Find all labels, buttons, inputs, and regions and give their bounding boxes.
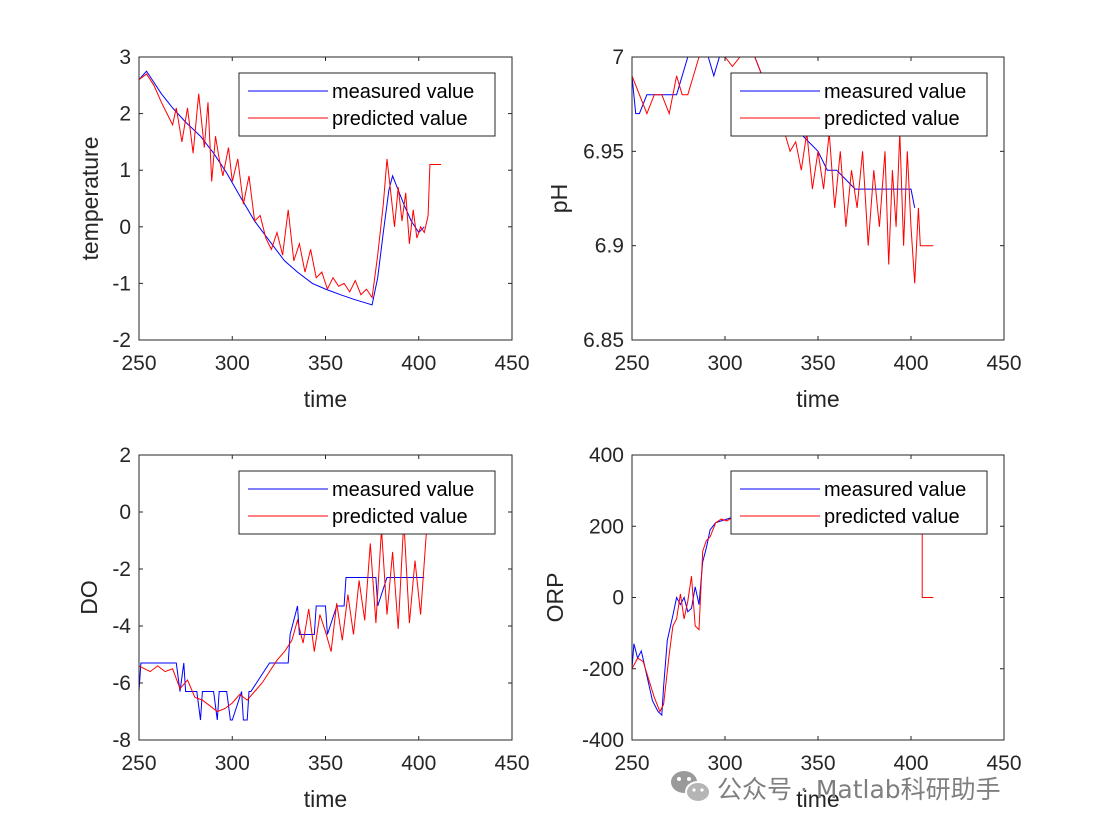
legend-entry-label: predicted value <box>332 506 468 528</box>
y-axis-label: ORP <box>542 573 568 623</box>
y-axis-label: DO <box>76 580 102 615</box>
y-tick-label: -400 <box>582 729 624 752</box>
x-tick-label: 450 <box>494 352 529 375</box>
legend-entry-label: measured value <box>824 81 966 103</box>
x-tick-label: 450 <box>986 752 1021 775</box>
legend-box <box>238 470 496 535</box>
y-tick-label: 1 <box>119 159 131 182</box>
x-tick-label: 450 <box>986 352 1021 375</box>
x-tick-label: 350 <box>308 752 343 775</box>
legend: measured value predicted value <box>238 72 496 137</box>
y-tick-label: -200 <box>582 658 624 681</box>
x-axis-label: time <box>796 786 839 812</box>
x-tick-label: 250 <box>121 352 156 375</box>
legend: measured value predicted value <box>238 470 496 535</box>
y-tick-label: 6.9 <box>595 235 624 258</box>
watermark-text: 公众号 · Matlab科研助手 <box>717 775 1001 804</box>
x-tick-label: 250 <box>614 352 649 375</box>
legend-entry-label: predicted value <box>332 108 468 130</box>
y-tick-label: -8 <box>112 729 131 752</box>
x-axis-label: time <box>796 386 839 412</box>
y-tick-label: -4 <box>112 615 131 638</box>
y-tick-label: -2 <box>112 329 131 352</box>
x-axis-label: time <box>304 386 347 412</box>
measured-line <box>139 70 425 306</box>
x-tick-label: 300 <box>707 352 742 375</box>
legend: measured value predicted value <box>730 470 988 535</box>
x-tick-label: 300 <box>215 352 250 375</box>
y-tick-label: 2 <box>119 444 131 467</box>
y-tick-label: 3 <box>119 46 131 69</box>
x-tick-label: 300 <box>215 752 250 775</box>
y-tick-label: 0 <box>119 216 131 239</box>
subplot-ph: 250 300 350 400 450 6.85 6.9 6.95 7 time pH measure… <box>546 46 1022 412</box>
x-tick-label: 300 <box>707 752 742 775</box>
legend-box <box>730 72 988 137</box>
y-axis-label: pH <box>546 184 572 213</box>
x-tick-label: 400 <box>893 752 928 775</box>
watermark: 公众号 · Matlab科研助手 <box>671 771 1001 804</box>
measured-line <box>632 515 744 717</box>
y-tick-label: -1 <box>112 272 131 295</box>
legend-entry-label: predicted value <box>824 108 960 130</box>
y-tick-label: -6 <box>112 672 131 695</box>
y-tick-label: 400 <box>589 444 624 467</box>
predicted-line <box>139 73 442 299</box>
y-tick-label: 200 <box>589 515 624 538</box>
predicted-line <box>139 497 433 713</box>
legend: measured value predicted value <box>730 72 988 137</box>
subplot-temperature: 250 300 350 400 450 -2 -1 0 1 2 3 time temperature me… <box>77 46 530 412</box>
y-tick-label: -2 <box>112 558 131 581</box>
y-tick-label: 7 <box>612 46 624 69</box>
x-tick-label: 350 <box>308 352 343 375</box>
y-tick-label: 6.85 <box>583 329 624 352</box>
x-tick-label: 400 <box>401 352 436 375</box>
legend-box <box>238 72 496 137</box>
x-axis-label: time <box>304 786 347 812</box>
legend-box <box>730 470 988 535</box>
x-tick-label: 450 <box>494 752 529 775</box>
legend-entry-label: measured value <box>824 479 966 501</box>
y-tick-label: 6.95 <box>583 140 624 163</box>
x-tick-label: 250 <box>121 752 156 775</box>
wechat-icon <box>671 771 711 803</box>
y-tick-label: 2 <box>119 103 131 126</box>
predicted-line <box>632 57 934 284</box>
measured-line <box>139 577 425 721</box>
x-tick-label: 400 <box>401 752 436 775</box>
legend-entry-label: measured value <box>332 479 474 501</box>
legend-entry-label: predicted value <box>824 506 960 528</box>
subplot-do: 250 300 350 400 450 -8 -6 -4 -2 0 2 time DO measured … <box>76 444 530 812</box>
legend-entry-label: measured value <box>332 81 474 103</box>
x-tick-label: 250 <box>614 752 649 775</box>
subplot-orp: 250 300 350 400 450 -400 -200 0 200 400 time ORP mea… <box>542 444 1022 812</box>
x-tick-label: 350 <box>800 752 835 775</box>
x-tick-label: 400 <box>893 352 928 375</box>
x-tick-label: 350 <box>800 352 835 375</box>
y-tick-label: 0 <box>119 501 131 524</box>
y-tick-label: 0 <box>612 587 624 610</box>
y-axis-label: temperature <box>77 136 103 260</box>
